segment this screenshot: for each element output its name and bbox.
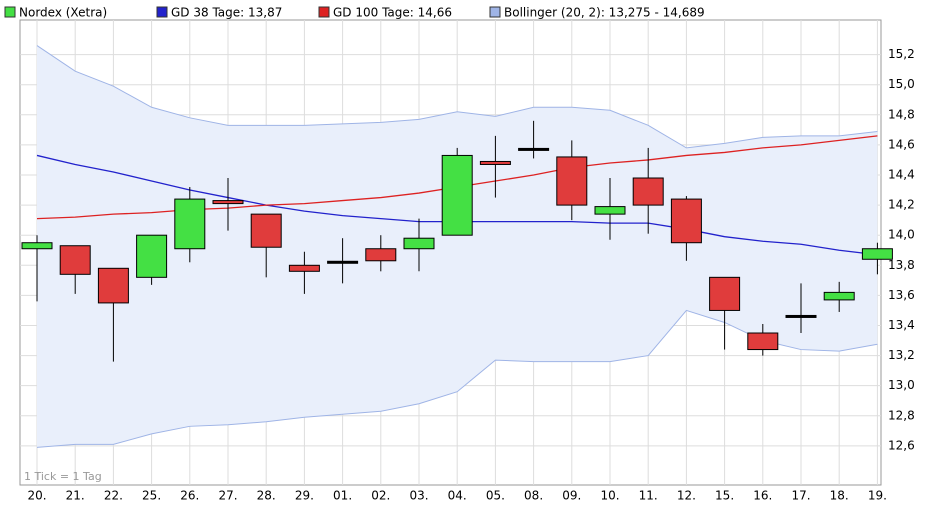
candle-body <box>212 200 244 205</box>
x-tick-label: 15. <box>715 489 734 503</box>
y-tick-label: 12,6 <box>888 438 915 452</box>
y-tick-label: 14,2 <box>888 198 915 212</box>
y-tick-label: 13,0 <box>888 378 915 392</box>
candle-body <box>174 198 206 250</box>
x-tick-label: 11. <box>639 489 658 503</box>
x-tick-label: 17. <box>791 489 810 503</box>
x-tick-label: 21. <box>66 489 85 503</box>
x-tick-label: 01. <box>333 489 352 503</box>
y-tick-label: 14,6 <box>888 137 915 151</box>
legend-label: Bollinger (20, 2): 13,275 - 14,689 <box>504 6 705 20</box>
x-tick-label: 12. <box>677 489 696 503</box>
candle-body <box>59 245 91 275</box>
x-tick-label: 16. <box>753 489 772 503</box>
legend-swatch <box>489 6 501 18</box>
legend-label: Nordex (Xetra) <box>19 6 107 20</box>
candle-body <box>327 260 359 264</box>
x-tick-label: 28. <box>257 489 276 503</box>
y-tick-label: 15,0 <box>888 77 915 91</box>
bollinger-upper <box>36 45 878 149</box>
legend-swatch <box>156 6 168 18</box>
y-tick-label: 13,8 <box>888 258 915 272</box>
candle-body <box>556 156 588 206</box>
candle-body <box>518 147 550 151</box>
x-tick-label: 03. <box>409 489 428 503</box>
candle-body <box>21 242 53 250</box>
legend-swatch <box>4 6 16 18</box>
y-tick-label: 13,6 <box>888 288 915 302</box>
x-tick-label: 27. <box>218 489 237 503</box>
bollinger-lower <box>36 309 878 448</box>
candle-body <box>823 291 855 301</box>
x-tick-label: 02. <box>371 489 390 503</box>
candle-body <box>250 213 282 248</box>
x-tick-label: 20. <box>27 489 46 503</box>
x-tick-label: 04. <box>448 489 467 503</box>
note: 1 Tick = 1 Tag <box>24 470 102 483</box>
candle-body <box>785 314 817 318</box>
x-tick-label: 25. <box>142 489 161 503</box>
candle-body <box>594 206 626 215</box>
x-tick-label: 29. <box>295 489 314 503</box>
x-tick-label: 10. <box>600 489 619 503</box>
y-tick-label: 14,0 <box>888 228 915 242</box>
candle-body <box>365 248 397 262</box>
candle-body <box>632 177 664 206</box>
bollinger-fill <box>37 45 878 448</box>
candle-body <box>747 332 779 351</box>
x-tick-label: 09. <box>562 489 581 503</box>
x-tick-label: 05. <box>486 489 505 503</box>
candle-body <box>288 264 320 272</box>
y-tick-label: 13,2 <box>888 348 915 362</box>
y-tick-label: 15,2 <box>888 47 915 61</box>
x-tick-label: 08. <box>524 489 543 503</box>
legend-label: GD 38 Tage: 13,87 <box>171 6 282 20</box>
legend-label: GD 100 Tage: 14,66 <box>333 6 452 20</box>
y-tick-label: 13,4 <box>888 318 915 332</box>
x-tick-label: 22. <box>104 489 123 503</box>
y-tick-label: 14,4 <box>888 168 915 182</box>
y-tick-label: 12,8 <box>888 408 915 422</box>
candle-body <box>670 198 702 244</box>
candle-body <box>479 160 511 165</box>
y-tick-label: 14,8 <box>888 107 915 121</box>
candle-body <box>441 154 473 236</box>
candle-body <box>403 237 435 250</box>
x-tick-label: 18. <box>830 489 849 503</box>
x-tick-label: 19. <box>868 489 887 503</box>
legend-swatch <box>318 6 330 18</box>
candle-body <box>97 267 129 304</box>
candle-body <box>136 234 168 278</box>
x-tick-label: 26. <box>180 489 199 503</box>
candle-body <box>861 248 893 260</box>
candle-body <box>709 276 741 311</box>
